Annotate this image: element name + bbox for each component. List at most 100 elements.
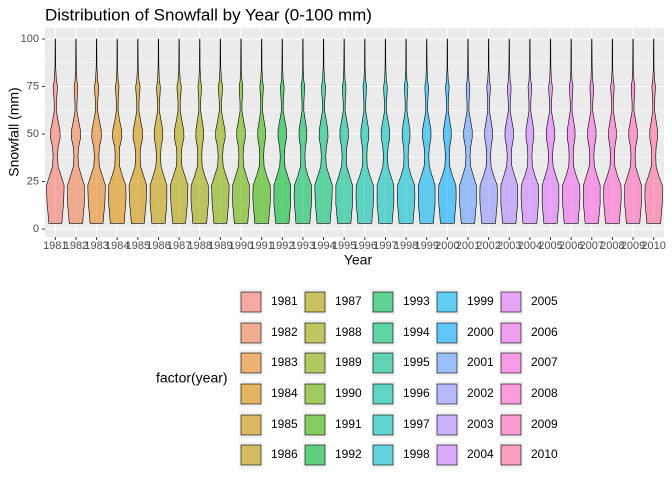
legend-label: 1985 [271, 417, 298, 431]
x-tick-label: 1984 [105, 240, 129, 252]
x-tick-label: 1993 [291, 240, 315, 252]
legend-label: 1994 [403, 325, 430, 339]
y-tick-label: 50 [27, 128, 39, 140]
legend-swatch [436, 444, 458, 466]
x-tick-label: 1982 [64, 240, 88, 252]
violin [479, 38, 498, 224]
legend-label: 1998 [403, 447, 430, 461]
legend-label: 1989 [335, 355, 362, 369]
x-tick-label: 1988 [188, 240, 212, 252]
y-tick-label: 25 [27, 175, 39, 187]
legend-label: 1992 [335, 447, 362, 461]
legend-swatch [500, 383, 522, 405]
legend-swatch [240, 444, 262, 466]
legend-label: 1983 [271, 355, 298, 369]
legend-swatch [240, 383, 262, 405]
violin [67, 38, 85, 224]
y-axis-title: Snowfall (mm) [6, 87, 22, 176]
legend-label: 1995 [403, 355, 430, 369]
violin [624, 38, 642, 224]
legend-label: 1991 [335, 417, 362, 431]
legend-swatch [372, 383, 394, 405]
violin [583, 38, 601, 224]
x-tick-label: 1985 [126, 240, 150, 252]
legend-label: 2004 [467, 447, 494, 461]
legend-swatch [436, 414, 458, 436]
legend-label: 2001 [467, 355, 494, 369]
legend-swatch [436, 291, 458, 313]
legend-swatch [304, 414, 326, 436]
legend-label: 1987 [335, 294, 362, 308]
violin [273, 38, 291, 224]
legend-swatch [372, 322, 394, 344]
legend-swatch [500, 291, 522, 313]
x-tick-label: 2010 [641, 240, 665, 252]
violin [293, 38, 313, 224]
x-tick-label: 2002 [476, 240, 500, 252]
legend-label: 1984 [271, 386, 298, 400]
legend-label: 1988 [335, 325, 362, 339]
legend-title: factor(year) [156, 370, 228, 386]
legend-label: 2005 [531, 294, 558, 308]
legend-label: 1990 [335, 386, 362, 400]
x-tick-label: 2007 [580, 240, 604, 252]
violin [520, 38, 540, 224]
legend-swatch [500, 352, 522, 374]
x-tick-label: 1991 [249, 240, 273, 252]
legend-swatch [500, 414, 522, 436]
violin [46, 38, 65, 224]
x-tick-label: 1994 [311, 240, 335, 252]
legend-label: 2003 [467, 417, 494, 431]
x-tick-label: 2001 [456, 240, 480, 252]
x-tick-label: 2006 [559, 240, 583, 252]
legend-swatch [304, 291, 326, 313]
y-tick-label: 75 [27, 80, 39, 92]
x-tick-label: 2005 [538, 240, 562, 252]
violin [335, 38, 353, 224]
violin [232, 38, 250, 224]
legend-swatch [500, 322, 522, 344]
legend-swatch [240, 414, 262, 436]
legend-swatch [500, 444, 522, 466]
legend-label: 2006 [531, 325, 558, 339]
legend-swatch [372, 291, 394, 313]
x-axis-title: Year [344, 252, 373, 268]
legend-label: 2009 [531, 417, 558, 431]
legend-label: 1982 [271, 325, 298, 339]
legend-label: 2007 [531, 355, 558, 369]
x-tick-label: 2000 [435, 240, 459, 252]
violin [211, 38, 230, 224]
legend-swatch [304, 383, 326, 405]
legend-label: 2010 [531, 447, 558, 461]
violin [169, 38, 189, 224]
legend-label: 1993 [403, 294, 430, 308]
violin [128, 38, 147, 224]
legend-swatch [304, 444, 326, 466]
x-tick-label: 2009 [621, 240, 645, 252]
legend-label: 2000 [467, 325, 494, 339]
violin [459, 38, 477, 224]
y-tick-label: 0 [33, 223, 39, 235]
violin [355, 38, 374, 224]
legend-label: 1996 [403, 386, 430, 400]
violin [314, 38, 333, 224]
x-tick-label: 1986 [146, 240, 170, 252]
legend-label: 1986 [271, 447, 298, 461]
chart-title: Distribution of Snowfall by Year (0-100 … [45, 5, 372, 24]
legend-swatch [436, 322, 458, 344]
legend-label: 1981 [271, 294, 298, 308]
violin [644, 38, 663, 224]
x-tick-label: 1996 [353, 240, 377, 252]
violin [252, 38, 271, 224]
x-tick-label: 1987 [167, 240, 191, 252]
legend-swatch [436, 352, 458, 374]
legend-swatch [240, 291, 262, 313]
legend-swatch [240, 352, 262, 374]
legend-label: 1999 [467, 294, 494, 308]
violin [603, 38, 622, 224]
legend-swatch [304, 322, 326, 344]
violin [541, 38, 560, 224]
violin [438, 38, 457, 224]
violin [376, 38, 395, 224]
